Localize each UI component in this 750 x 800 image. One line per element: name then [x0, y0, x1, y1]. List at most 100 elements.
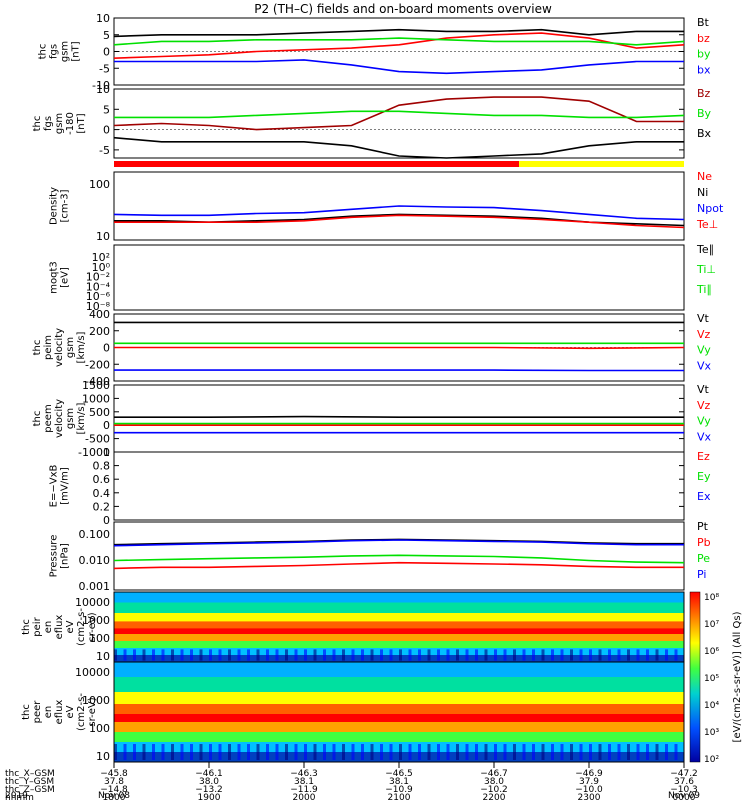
spectrogram-noise [513, 744, 516, 760]
spectrogram-noise [323, 649, 326, 661]
y-tick-label: 0 [103, 124, 110, 137]
y-axis-label: eflux [54, 615, 65, 640]
y-tick-label: -500 [85, 433, 110, 446]
spectrogram-noise [133, 744, 136, 760]
x-tick-value: −46.1 [195, 769, 223, 779]
spectrogram-noise [180, 649, 184, 661]
spectrogram-band [114, 641, 684, 649]
spectrogram-noise [199, 649, 203, 661]
y-tick-label: 10 [96, 12, 110, 25]
spectrogram-noise [218, 744, 222, 760]
spectrogram-noise [237, 649, 241, 661]
y-tick-label: 0.8 [93, 460, 111, 473]
spectrogram-noise [465, 744, 469, 760]
y-tick-label: 10⁻² [86, 271, 110, 284]
spectrogram-noise [152, 744, 155, 760]
spectrogram-noise [285, 744, 288, 760]
x-tick-value: 38.1 [389, 777, 409, 787]
legend-vt: Vt [697, 312, 710, 325]
spectrogram-noise [171, 649, 174, 661]
y-tick-label: -10 [92, 79, 110, 92]
spectrogram-noise [475, 744, 478, 760]
y-axis-label: Density [49, 187, 60, 225]
spectrogram-noise [228, 744, 231, 760]
y-axis-label: velocity [54, 328, 65, 367]
y-tick-label: 10⁻⁴ [86, 280, 111, 293]
spectrogram-noise [484, 649, 488, 661]
x-tick-value: 2300 [578, 793, 601, 800]
x-date-end: Nov 09 [668, 791, 700, 800]
legend-ez: Ez [697, 450, 710, 463]
legend-te⊥: Te⊥ [696, 218, 718, 231]
x-tick-value: 38.0 [199, 777, 219, 787]
y-tick-label: 10⁻⁸ [86, 300, 111, 313]
y-axis-label: peir [32, 616, 43, 636]
y-tick-label: -5 [99, 144, 110, 157]
y-axis-label: gsm [54, 113, 65, 134]
legend-vx: Vx [697, 430, 712, 443]
spectrogram-noise [142, 649, 146, 661]
spectrogram-noise [437, 649, 440, 661]
spectrogram-band [114, 677, 684, 693]
panel-pressure: 0.100 0.010 0.001 Pt Pb Pe Pi Pressure [nPa] [49, 520, 711, 593]
y-tick-label: -1000 [78, 446, 110, 459]
panel-peer_spectrogram: 10000 1000 100 10 thc peer en eflux eV (cm2-s-sr-… [21, 661, 685, 763]
spectrogram-noise [389, 649, 393, 661]
spectrogram-noise [484, 744, 488, 760]
series-line-pi [113, 539, 684, 547]
y-axis-label: moqt3 [49, 261, 60, 294]
spectrogram-band [114, 704, 684, 715]
spectrogram-noise [418, 649, 421, 661]
y-tick-label: 10 [96, 83, 110, 96]
spectrogram-noise [465, 649, 469, 661]
spectrogram-noise [209, 744, 212, 760]
x-tick-value: −46.7 [480, 769, 508, 779]
spectrogram-noise [161, 649, 165, 661]
spectrogram-band [114, 732, 684, 743]
x-tick-value: 2200 [483, 793, 506, 800]
spectrogram-noise [579, 649, 583, 661]
legend-bz: Bz [697, 87, 711, 100]
mode-bar-fast [519, 161, 684, 167]
x-tick-value: 0000 [673, 793, 696, 800]
y-tick-label: 0 [103, 514, 110, 527]
spectrogram-noise [627, 744, 630, 760]
legend-bz: bz [697, 32, 710, 45]
y-axis-label: peer [32, 700, 43, 724]
y-tick-label: 100 [89, 178, 110, 191]
y-axis-label: E=−VxB [49, 465, 60, 508]
x-tick-value: −10.2 [480, 785, 508, 795]
spectrogram-noise [123, 649, 127, 661]
spectrogram-noise [551, 744, 554, 760]
spectrogram-noise [256, 649, 260, 661]
spectrogram-noise [361, 744, 364, 760]
x-year: 2019 [5, 791, 28, 800]
y-axis-label: en [43, 621, 54, 634]
x-tick-value: −13.2 [195, 785, 223, 795]
y-tick-label: 1 [103, 446, 110, 459]
spectrogram-band [114, 714, 684, 723]
spectrogram-noise [570, 649, 573, 661]
spectrogram-noise [152, 649, 155, 661]
x-tick-value: 37.6 [674, 777, 694, 787]
x-tick-value: −45.8 [100, 769, 128, 779]
spectrogram-noise [503, 744, 507, 760]
spectrogram-noise [655, 649, 659, 661]
spectrogram-noise [332, 744, 336, 760]
y-axis-label: (cm2-s- [76, 608, 87, 646]
spectrogram-noise [570, 744, 573, 760]
spectrogram-noise [408, 649, 412, 661]
spectrogram-band [114, 602, 684, 614]
y-tick-label: 0.001 [79, 580, 111, 593]
spectrogram-noise [456, 649, 459, 661]
spectrogram-noise [475, 649, 478, 661]
y-tick-label: 0 [103, 342, 110, 355]
y-axis-label: sr-eV) [87, 612, 98, 641]
y-axis-label: fgs [49, 44, 60, 59]
spectrogram-noise [522, 649, 526, 661]
legend-vz: Vz [697, 399, 711, 412]
figure-title: P2 (TH–C) fields and on-board moments ov… [254, 2, 552, 16]
spectrogram-noise [190, 649, 193, 661]
legend-npot: Npot [697, 202, 724, 215]
